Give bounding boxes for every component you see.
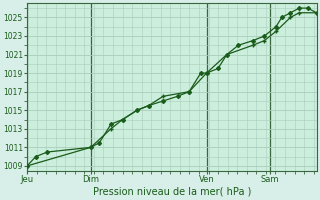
X-axis label: Pression niveau de la mer( hPa ): Pression niveau de la mer( hPa )	[92, 187, 251, 197]
